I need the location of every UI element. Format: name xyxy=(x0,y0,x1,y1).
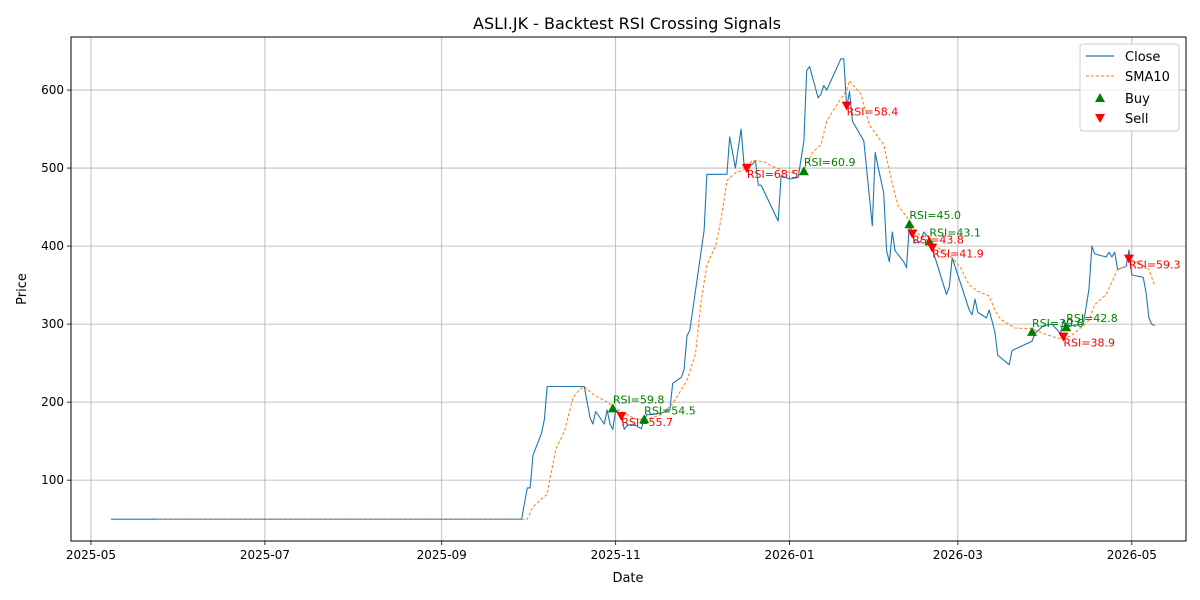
buy-marker xyxy=(798,166,809,176)
buy-marker xyxy=(607,403,618,413)
y-tick-label: 100 xyxy=(41,473,64,487)
x-tick-label: 2026-01 xyxy=(765,548,815,562)
legend-label: SMA10 xyxy=(1125,70,1170,85)
sell-marker xyxy=(1123,254,1134,264)
legend: Close SMA10 Buy Sell xyxy=(1079,43,1180,132)
buy-label: RSI=60.9 xyxy=(804,156,856,169)
y-tick-label: 400 xyxy=(41,239,64,253)
buy-marker xyxy=(639,414,650,424)
y-tick-label: 300 xyxy=(41,317,64,331)
sell-marker xyxy=(741,164,752,174)
legend-box xyxy=(1079,43,1180,132)
legend-label: Buy xyxy=(1125,92,1150,107)
buy-marker xyxy=(1061,322,1072,332)
buy-marker xyxy=(904,219,915,229)
buy-marker xyxy=(1027,326,1038,336)
buy-marker xyxy=(924,236,935,246)
y-tick-label: 200 xyxy=(41,395,64,409)
sell-label: RSI=38.9 xyxy=(1063,337,1115,350)
legend-buy-swatch xyxy=(1095,93,1105,102)
sell-marker xyxy=(1058,332,1069,342)
x-tick-label: 2025-11 xyxy=(591,548,641,562)
y-axis-label: Price xyxy=(15,273,30,305)
sell-label: RSI=43.8 xyxy=(912,234,964,247)
sell-label: RSI=41.9 xyxy=(932,248,984,261)
buy-label: RSI=54.5 xyxy=(644,404,696,417)
grid xyxy=(71,37,1186,541)
y-axis-ticks: 100 200 300 400 500 600 xyxy=(41,83,71,487)
x-tick-label: 2026-03 xyxy=(933,548,983,562)
sma10-line xyxy=(156,80,1156,520)
sell-label: RSI=68.5 xyxy=(747,168,799,181)
x-axis-label: Date xyxy=(612,571,643,586)
buy-label: RSI=39.6 xyxy=(1032,317,1084,330)
sell-marker xyxy=(907,229,918,239)
sell-label: RSI=55.7 xyxy=(621,416,673,429)
x-tick-label: 2025-07 xyxy=(240,548,290,562)
x-axis-ticks: 2025-05 2025-07 2025-09 2025-11 2026-01 2026-… xyxy=(66,541,1157,562)
y-tick-label: 500 xyxy=(41,161,64,175)
close-line xyxy=(110,58,1155,520)
sell-label: RSI=59.3 xyxy=(1129,259,1181,272)
legend-sell-swatch xyxy=(1095,114,1105,123)
sell-marker xyxy=(616,412,627,422)
buy-label: RSI=59.8 xyxy=(613,393,665,406)
buy-label: RSI=43.1 xyxy=(929,226,981,239)
buy-label: RSI=45.0 xyxy=(909,209,961,222)
series-lines xyxy=(110,58,1156,520)
legend-label: Sell xyxy=(1125,112,1148,127)
y-tick-label: 600 xyxy=(41,83,64,97)
chart-title: ASLI.JK - Backtest RSI Crossing Signals xyxy=(473,14,781,33)
x-tick-label: 2026-05 xyxy=(1107,548,1157,562)
x-tick-label: 2025-05 xyxy=(66,548,116,562)
sell-label: RSI=58.4 xyxy=(847,106,899,119)
x-tick-label: 2025-09 xyxy=(417,548,467,562)
sell-marker xyxy=(841,101,852,111)
sell-marker xyxy=(927,243,938,253)
buy-label: RSI=42.8 xyxy=(1066,312,1118,325)
legend-label: Close xyxy=(1125,50,1160,65)
plot-frame xyxy=(70,36,1187,542)
